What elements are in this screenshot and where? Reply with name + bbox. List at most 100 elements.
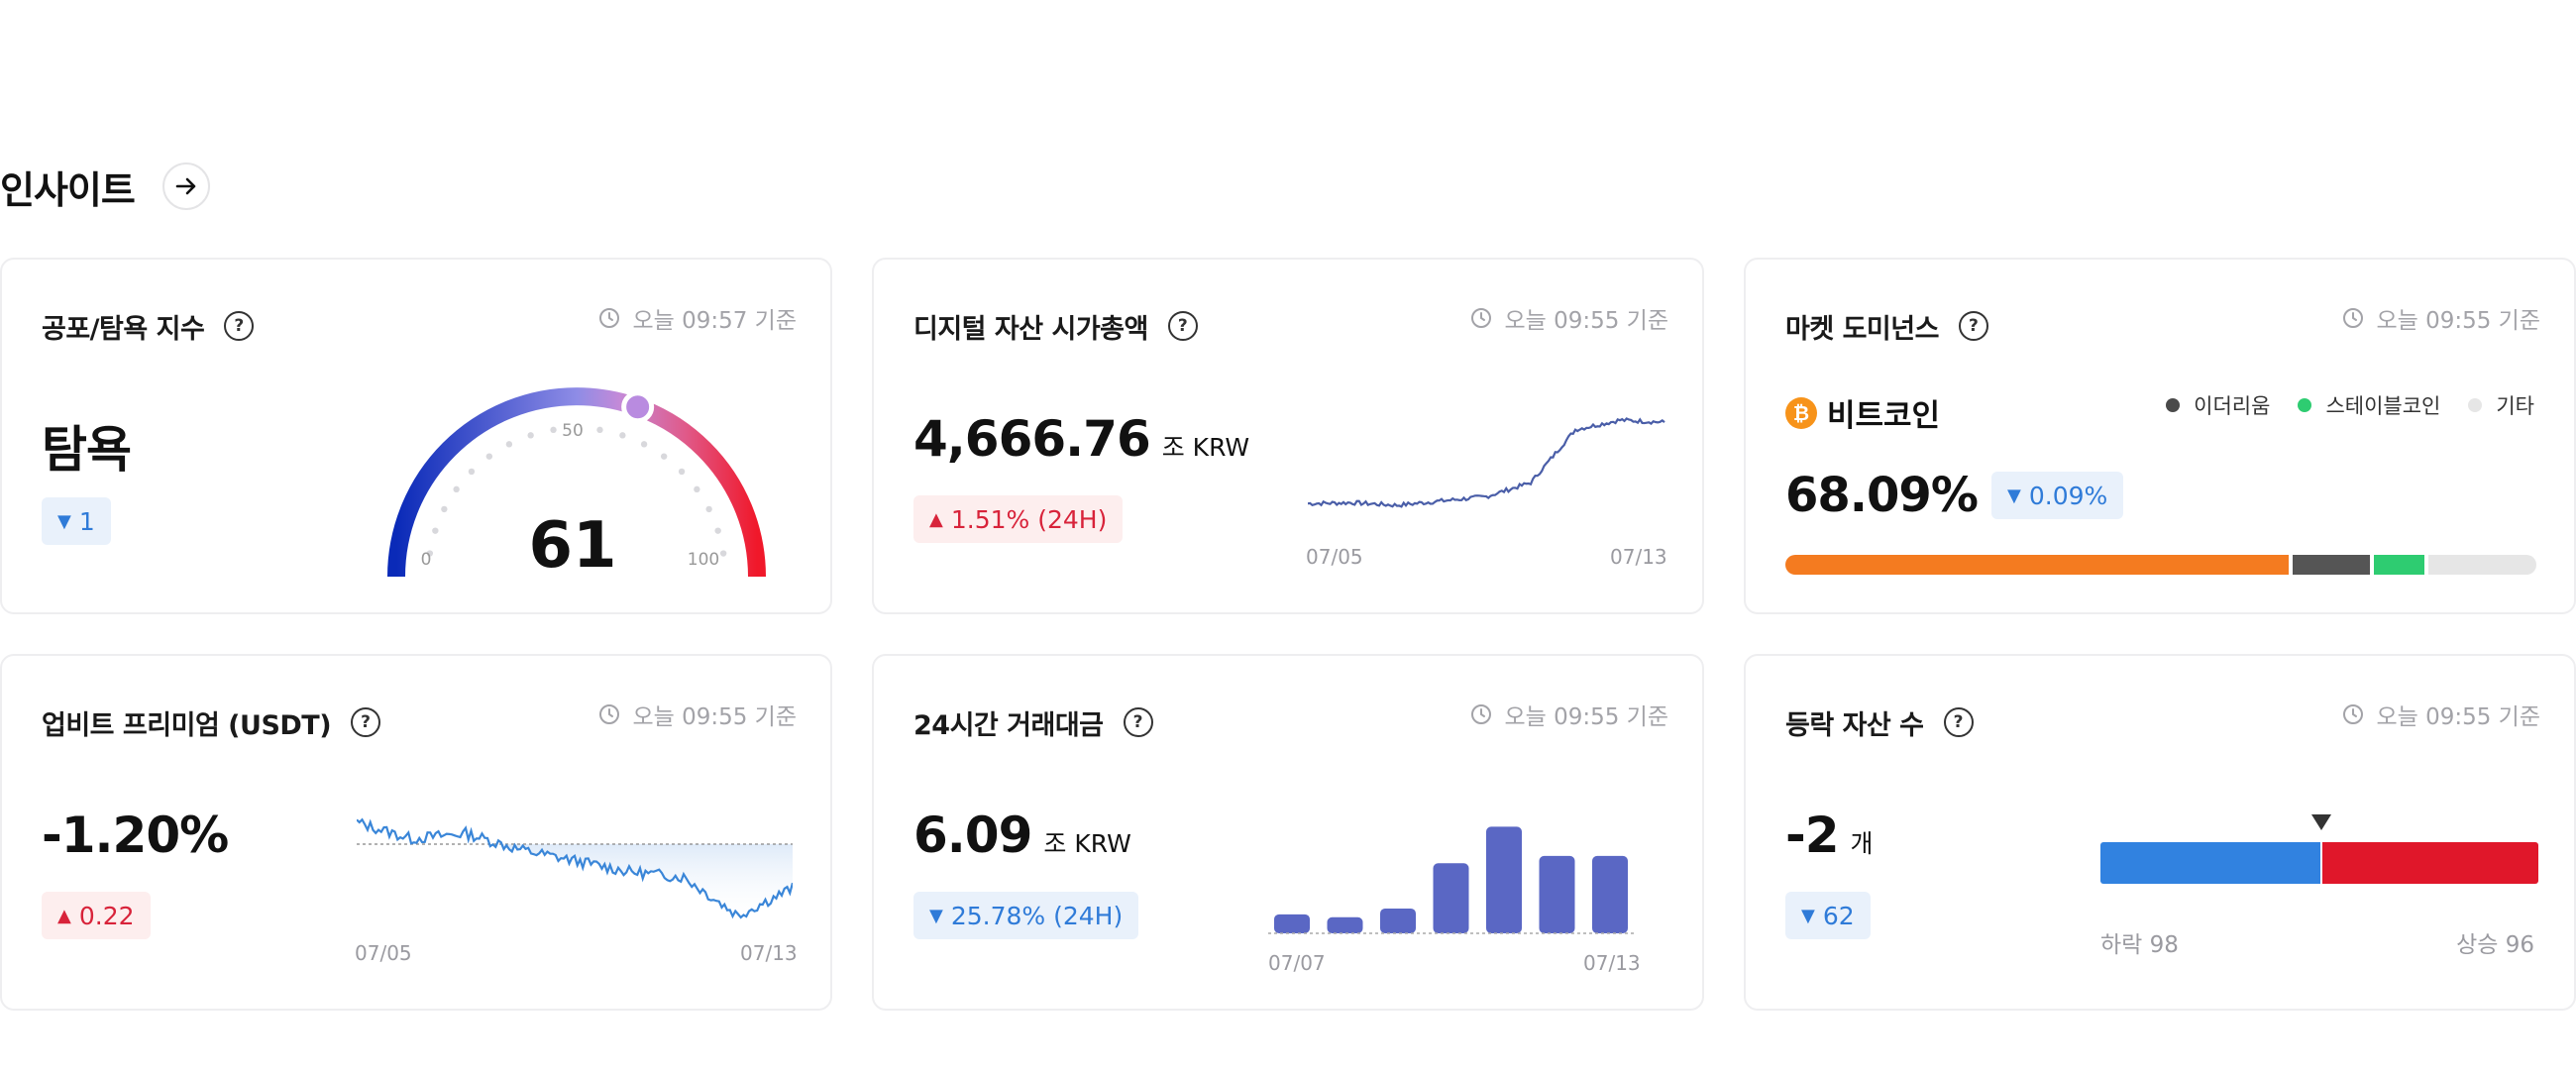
- gauge-indicator: [621, 390, 655, 424]
- change-badge: ▼ 1: [42, 497, 111, 545]
- market-cap-value: 4,666.76 조 KRW: [913, 410, 1250, 468]
- x-axis-start: 07/05: [355, 941, 412, 965]
- gauge-tick: [550, 426, 557, 434]
- decliners-segment: [2100, 842, 2321, 884]
- bitcoin-icon: ₿: [1785, 396, 1817, 429]
- other-segment: [2428, 555, 2536, 575]
- gauge-tick: [596, 426, 603, 434]
- card-title: 마켓 도미넌스: [1785, 313, 1939, 345]
- help-icon[interactable]: ?: [1958, 311, 1988, 341]
- volume-bar: [1486, 826, 1522, 933]
- gauge-tick: [527, 432, 534, 439]
- gauge-value: 61: [528, 509, 616, 583]
- help-icon[interactable]: ?: [1943, 707, 1974, 737]
- insight-more-button[interactable]: [161, 162, 210, 210]
- triangle-down-icon: ▼: [1801, 905, 1815, 926]
- timestamp: 오늘 09:57 기준: [598, 301, 797, 335]
- gauge-tick: [660, 453, 668, 460]
- help-icon[interactable]: ?: [351, 707, 381, 737]
- legend-item: 이더리움: [2166, 390, 2270, 420]
- fear-greed-gauge: 0 50 100 61: [387, 387, 766, 583]
- x-axis-start: 07/05: [1306, 545, 1363, 569]
- gauge-tick: [505, 441, 513, 448]
- dominance-bar: [1785, 555, 2536, 575]
- legend-dot: [2468, 398, 2483, 412]
- help-icon[interactable]: ?: [224, 311, 255, 341]
- x-axis-end: 07/13: [1583, 951, 1641, 975]
- gauge-max-label: 100: [688, 550, 719, 570]
- change-badge: ▼ 0.09%: [1991, 472, 2124, 519]
- dominance-value: 68.09%: [1785, 468, 1979, 523]
- help-icon[interactable]: ?: [1167, 311, 1198, 341]
- premium-card[interactable]: 업비트 프리미엄 (USDT) ? 오늘 09:55 기준 -1.20% ▲ 0…: [0, 654, 832, 1011]
- clock-icon: [1471, 704, 1492, 724]
- insight-header: 인사이트: [0, 157, 210, 216]
- gauge-tick: [619, 432, 626, 439]
- ethereum-segment: [2293, 555, 2371, 575]
- premium-area: [357, 844, 793, 917]
- advancers-label: 상승 96: [2456, 932, 2534, 958]
- gauge-tick: [453, 485, 460, 493]
- x-axis-start: 07/07: [1268, 951, 1326, 975]
- change-badge: ▼ 62: [1785, 892, 1871, 939]
- dominance-legend: 이더리움 스테이블코인 기타: [2166, 390, 2534, 420]
- volume-value: 6.09 조 KRW: [913, 807, 1131, 864]
- card-title: 업비트 프리미엄 (USDT): [42, 709, 332, 741]
- clock-icon: [1471, 308, 1492, 328]
- gauge-tick: [705, 505, 712, 513]
- x-axis-end: 07/13: [1610, 545, 1667, 569]
- volume-bar: [1539, 855, 1575, 933]
- card-title: 디지털 자산 시가총액: [913, 313, 1148, 345]
- gauge-tick: [432, 527, 439, 534]
- timestamp: 오늘 09:55 기준: [1470, 301, 1668, 335]
- decliners-label: 하락 98: [2100, 932, 2179, 958]
- adv-dec-card[interactable]: 등락 자산 수 ? 오늘 09:55 기준 -2 개 ▼ 62 하락 98 상승 …: [1744, 654, 2576, 1011]
- fear-greed-status: 탐욕: [42, 421, 132, 479]
- triangle-down-icon: ▼: [57, 510, 71, 532]
- triangle-down-icon: ▼: [929, 905, 943, 926]
- legend-item: 스테이블코인: [2298, 390, 2440, 420]
- timestamp: 오늘 09:55 기준: [598, 698, 797, 731]
- triangle-down-icon: ▼: [2007, 484, 2021, 506]
- gauge-tick: [426, 550, 434, 557]
- gauge-tick: [714, 527, 721, 534]
- volume-bar: [1433, 863, 1469, 933]
- legend-dot: [2298, 398, 2312, 412]
- timestamp: 오늘 09:55 기준: [1470, 698, 1668, 731]
- premium-value: -1.20%: [42, 807, 229, 864]
- volume-card[interactable]: 24시간 거래대금 ? 오늘 09:55 기준 6.09 조 KRW ▼ 25.7…: [872, 654, 1704, 1011]
- gauge-mid-label: 50: [562, 421, 584, 441]
- x-axis-end: 07/13: [740, 941, 798, 965]
- card-title: 24시간 거래대금: [913, 709, 1104, 741]
- market-cap-series-line: [1308, 417, 1665, 508]
- triangle-up-icon: ▲: [57, 905, 71, 926]
- card-title: 공포/탐욕 지수: [42, 313, 205, 345]
- timestamp: 오늘 09:55 기준: [2342, 301, 2540, 335]
- adv-dec-value: -2 개: [1785, 807, 1874, 864]
- arrow-right-icon: [175, 177, 196, 195]
- triangle-up-icon: ▲: [929, 508, 943, 530]
- clock-icon: [2343, 704, 2364, 724]
- volume-bar: [1380, 908, 1416, 933]
- adv-dec-bar: [2100, 842, 2538, 884]
- clock-icon: [599, 308, 620, 328]
- premium-series-line: [357, 817, 793, 919]
- legend-dot: [2166, 398, 2181, 412]
- help-icon[interactable]: ?: [1123, 707, 1153, 737]
- fear-greed-card[interactable]: 공포/탐욕 지수 ? 오늘 09:57 기준 탐욕 ▼ 1 0 50 100 6…: [0, 258, 832, 614]
- change-badge: ▲ 1.51% (24H): [913, 495, 1124, 543]
- market-cap-card[interactable]: 디지털 자산 시가총액 ? 오늘 09:55 기준 4,666.76 조 KRW …: [872, 258, 1704, 614]
- advancers-segment: [2322, 842, 2538, 884]
- gauge-tick: [719, 550, 727, 557]
- volume-bar: [1327, 916, 1363, 933]
- change-badge: ▼ 25.78% (24H): [913, 892, 1139, 939]
- gauge-ticks: [426, 426, 727, 557]
- premium-chart: [357, 817, 793, 919]
- dominance-card[interactable]: 마켓 도미넌스 ? 오늘 09:55 기준 ₿ 비트코인 이더리움 스테이블코인 기…: [1744, 258, 2576, 614]
- volume-chart: [1268, 826, 1635, 934]
- card-title: 등락 자산 수: [1785, 709, 1924, 741]
- gauge-tick: [441, 505, 448, 513]
- coin-label: ₿ 비트코인: [1785, 390, 1940, 435]
- gauge-tick: [640, 441, 648, 448]
- gauge-tick: [678, 468, 686, 476]
